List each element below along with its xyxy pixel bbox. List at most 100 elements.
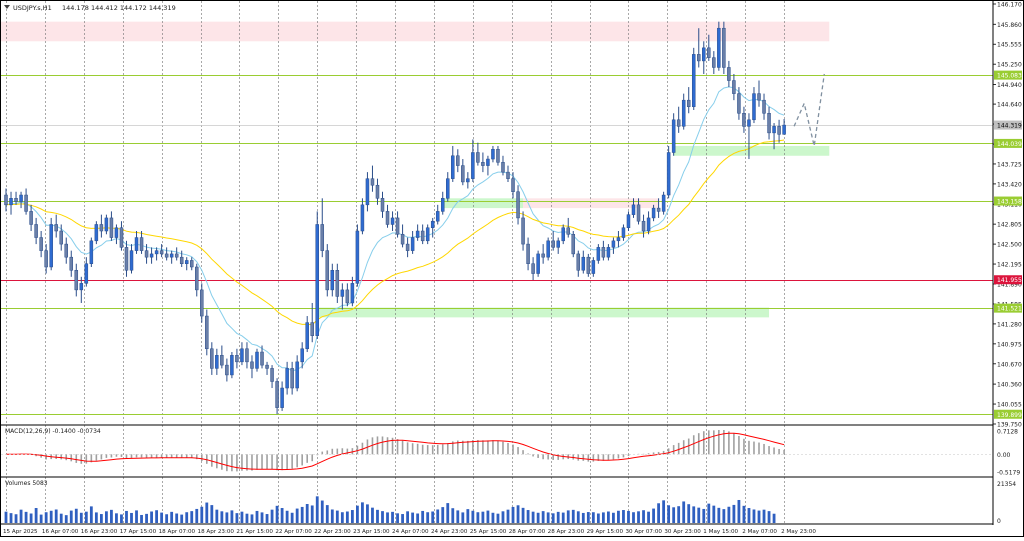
candle [119,221,124,251]
volume-bar [496,513,500,523]
candle [295,355,299,392]
volume-bar [546,512,550,523]
candle-body [215,355,219,369]
candle-body [189,260,194,268]
candle [536,250,540,277]
candle [400,224,405,248]
macd-label: MACD(12,26,9) -0.1400 -0.0734 [5,428,101,435]
candle [260,345,264,369]
volume-bar [59,513,63,523]
candle [471,139,475,182]
candle [757,80,761,107]
candle [566,217,570,238]
volume-bar [737,499,741,523]
volume-bar [240,511,244,523]
level-2-label: 143.158 [997,199,1022,206]
candle [486,155,490,176]
candle [476,142,480,166]
volume-bar [456,510,460,523]
volume-bar [712,505,716,523]
candle [496,145,500,166]
candle-body [471,152,475,179]
volume-bar [220,511,224,523]
volume-bar [24,511,28,523]
time-tick-label: 18 Apr 07:00 [159,529,196,535]
volume-bar [54,509,58,523]
volume-bar [531,511,535,523]
volume-bar [446,503,450,523]
candle-body [390,217,395,225]
candle-body [586,256,591,274]
volume-bar [175,513,179,523]
candle-body [179,256,184,264]
candle [230,352,234,379]
volume-bar [44,512,48,523]
candle [245,342,249,369]
candle [290,361,294,395]
candle [104,214,109,235]
candle [350,276,355,307]
candle [782,119,786,135]
candle [99,214,104,238]
candle-body [576,253,581,271]
candle [601,240,606,261]
volume-bar [295,508,299,523]
volume-bar [200,506,204,523]
candle-body [84,263,89,284]
candle [435,204,440,225]
price-tick-label: 145.555 [997,42,1022,49]
candle [335,263,340,303]
collapse-triangle-icon[interactable] [4,5,10,9]
level-1-badge [994,138,1022,148]
candle [551,231,555,251]
volume-bar [576,511,580,523]
candle [174,247,179,261]
candle-body [521,217,525,245]
candle [702,41,706,74]
candle [179,250,184,267]
candle [646,211,651,235]
candle [54,214,58,238]
price-tick-label: 141.890 [997,282,1022,289]
price-tick-label: 142.805 [997,222,1022,229]
header: USDJPY.s,H1 144.178 144.412 144.172 144.… [4,4,176,12]
candle [456,149,460,173]
volume-bar [406,511,409,523]
candle-body [395,217,400,235]
candle [305,316,309,353]
time-tick-label: 21 Apr 15:00 [236,529,273,535]
candle-body [446,178,450,199]
time-tick-label: 23 Apr 15:00 [353,529,390,535]
candle-body [129,250,134,271]
candle-body [235,355,239,363]
candle-body [516,191,520,219]
candle [154,247,159,261]
candle-body [24,194,28,212]
volume-bar [421,510,425,523]
volume-bar [511,506,515,523]
volume-bar [120,514,123,523]
candle [636,198,641,225]
volume-bar [110,509,113,523]
candle-body [9,198,13,206]
level-0-badge [994,70,1022,80]
candle-body [270,368,274,382]
time-tick-label: 2 May 23:00 [781,529,816,535]
candle-body [275,381,279,408]
time-tick-label: 24 Apr 23:00 [431,529,468,535]
volume-bar [401,514,404,523]
volume-bar [180,514,184,523]
candle [671,113,676,156]
candle [275,378,279,415]
volume-bar [466,509,470,523]
candle-body [551,240,555,248]
candle [616,231,621,248]
candle [596,244,601,264]
volume-bar [150,511,153,523]
candle [325,244,330,297]
candle [19,191,23,209]
candle [611,237,616,254]
candle-body [114,227,119,238]
